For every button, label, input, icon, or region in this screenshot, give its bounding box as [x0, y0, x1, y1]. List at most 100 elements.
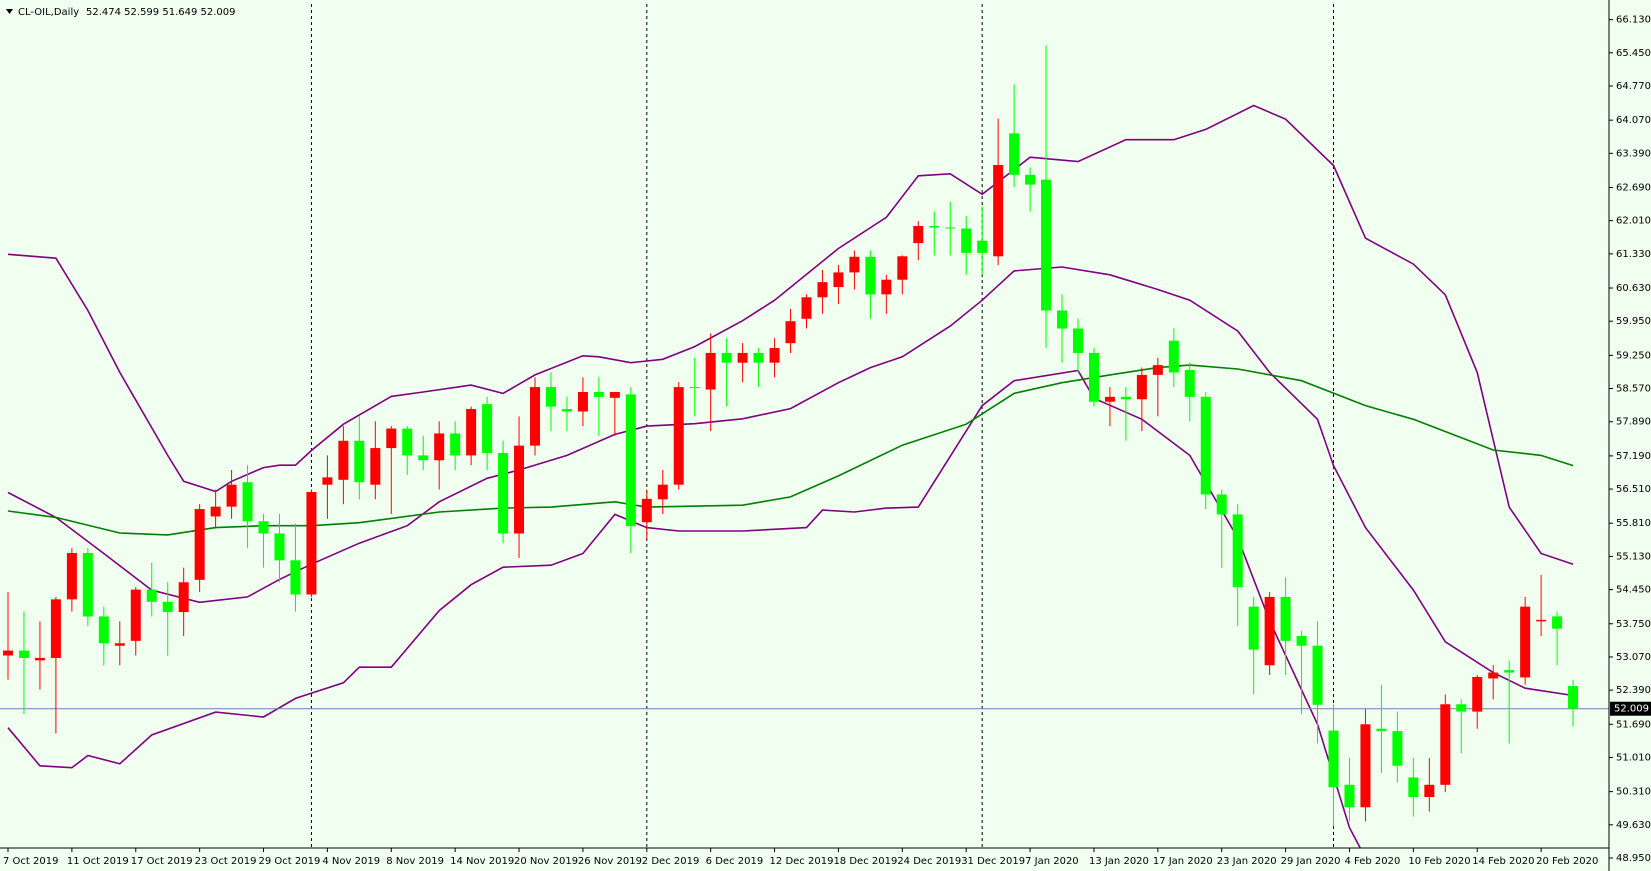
candle-body [657, 484, 668, 500]
y-tick-label: 61.330 [1616, 249, 1651, 260]
candle-body [1392, 731, 1403, 766]
candle-body [881, 279, 892, 295]
candle-body [482, 404, 493, 453]
y-tick-label: 57.190 [1616, 451, 1651, 462]
candle-body [977, 240, 988, 253]
y-tick-label: 57.890 [1616, 417, 1651, 428]
candle-body [769, 348, 780, 363]
candle-body [1009, 133, 1020, 175]
candle-body [3, 650, 13, 656]
candle-body [338, 440, 349, 480]
y-tick-label: 65.450 [1616, 48, 1651, 59]
candle-body [1312, 645, 1323, 705]
y-tick-label: 55.130 [1616, 551, 1651, 562]
plot-area [0, 4, 1609, 848]
y-tick-label: 53.750 [1616, 619, 1651, 630]
y-tick-label: 59.250 [1616, 350, 1651, 361]
candle-body [1216, 494, 1227, 515]
candle-body [82, 553, 93, 617]
candle-body [545, 387, 556, 407]
candle-body [1057, 310, 1068, 329]
candle-body [210, 506, 221, 517]
candle-body [1088, 352, 1099, 402]
candle-body [1472, 676, 1483, 712]
y-tick-label: 52.390 [1616, 685, 1651, 696]
candle-body [705, 352, 716, 390]
y-tick-label: 63.390 [1616, 148, 1651, 159]
candle-body [1041, 179, 1052, 311]
candle-body [593, 391, 604, 397]
candle-body [1520, 606, 1531, 678]
candle-body [833, 272, 844, 288]
candle-body [1552, 616, 1563, 629]
candle-body [162, 601, 173, 613]
candle-body [817, 282, 828, 298]
x-tick-label: 10 Feb 2020 [1408, 856, 1470, 867]
candle-body [721, 352, 732, 363]
x-tick-label: 4 Nov 2019 [322, 856, 380, 867]
candle-body [194, 509, 205, 580]
x-tick-label: 18 Dec 2019 [833, 856, 897, 867]
candle-body [737, 352, 748, 363]
y-tick-label: 60.630 [1616, 283, 1651, 294]
candle-body [354, 440, 365, 483]
candle-body [98, 616, 109, 644]
candle-body [1504, 670, 1515, 673]
candle-body [466, 409, 477, 456]
candle-body [689, 387, 700, 389]
candle-body [114, 643, 125, 646]
candle-body [561, 409, 572, 412]
ohlc-info: 52.474 52.599 51.649 52.009 [86, 7, 236, 18]
y-tick-label: 54.450 [1616, 585, 1651, 596]
candle-body [322, 477, 333, 485]
candle-body [945, 227, 956, 229]
x-tick-label: 20 Nov 2019 [514, 856, 578, 867]
x-tick-label: 14 Nov 2019 [450, 856, 514, 867]
candle-body [1120, 396, 1131, 400]
candle-body [1440, 704, 1451, 785]
x-tick-label: 6 Dec 2019 [706, 856, 764, 867]
candle-body [498, 452, 509, 534]
candle-body [242, 482, 253, 522]
menu-arrow[interactable] [6, 9, 13, 14]
axes: 66.130 65.450 64.770 64.070 63.390 62.690 62.0… [3, 15, 1651, 867]
candle-body [801, 297, 812, 319]
candle-body [1360, 724, 1371, 808]
current-price-label: 52.009 [1614, 704, 1649, 715]
y-tick-label: 66.130 [1616, 15, 1651, 26]
x-tick-label: 11 Oct 2019 [67, 856, 129, 867]
y-tick-label: 55.810 [1616, 518, 1651, 529]
candle-body [673, 387, 684, 485]
candle-body [18, 650, 29, 658]
y-tick-label: 53.070 [1616, 652, 1651, 663]
candle-body [1264, 596, 1275, 666]
candle-body [1152, 365, 1163, 375]
candle-body [290, 560, 301, 595]
candle-body [450, 433, 461, 456]
candle-body [1536, 619, 1547, 622]
x-tick-label: 23 Oct 2019 [195, 856, 257, 867]
candle-body [625, 394, 636, 527]
current-price-box [1610, 701, 1651, 716]
x-tick-label: 14 Feb 2020 [1472, 856, 1534, 867]
candle-body [1376, 728, 1387, 732]
candle-body [130, 589, 141, 641]
y-tick-label: 56.510 [1616, 484, 1651, 495]
candle-body [1344, 784, 1355, 808]
candle-body [514, 445, 525, 534]
candle-body [1296, 635, 1307, 646]
indicator-line [7, 266, 1574, 697]
y-tick-label: 49.630 [1616, 820, 1651, 831]
candle-body [993, 165, 1004, 257]
x-tick-label: 4 Feb 2020 [1344, 856, 1400, 867]
x-tick-label: 20 Feb 2020 [1536, 856, 1598, 867]
candle-body [897, 256, 908, 280]
candle-body [849, 256, 860, 273]
candle-body [146, 589, 157, 602]
candle-body [1424, 784, 1435, 797]
date-strip [0, 848, 1609, 871]
x-tick-label: 31 Dec 2019 [961, 856, 1025, 867]
candle-body [961, 228, 972, 253]
